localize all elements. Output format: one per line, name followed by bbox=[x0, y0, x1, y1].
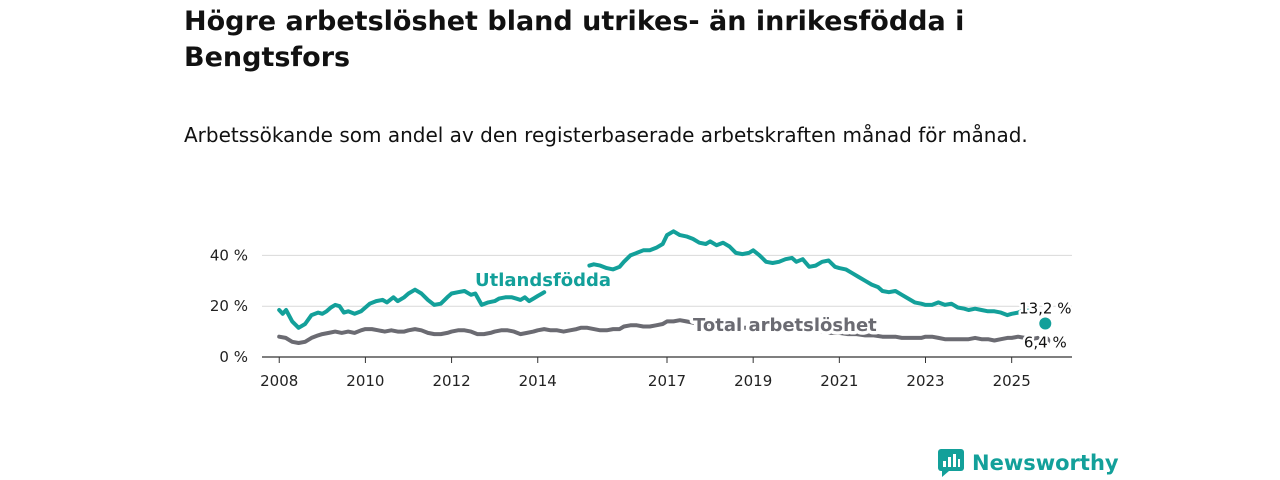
series-label-utlandsfodda: Utlandsfödda bbox=[475, 270, 611, 291]
x-tick-label: 2023 bbox=[906, 372, 944, 390]
x-tick-label: 2010 bbox=[346, 372, 384, 390]
y-tick-label: 20 % bbox=[210, 297, 248, 315]
series-line-total-arbetsloshet bbox=[277, 318, 1040, 345]
series-lines bbox=[277, 229, 1040, 345]
x-axis: 2008 2010 2012 2014 2017 2019 2021 2023 2025 bbox=[260, 357, 1031, 390]
x-tick-label: 2021 bbox=[820, 372, 858, 390]
x-tick-label: 2014 bbox=[519, 372, 557, 390]
x-tick-label: 2019 bbox=[734, 372, 772, 390]
newsworthy-logo[interactable]: Newsworthy bbox=[938, 448, 1119, 478]
series-label-total-arbetsloshet: Total arbetslöshet bbox=[693, 315, 877, 336]
x-tick-label: 2012 bbox=[432, 372, 470, 390]
x-tick-label: 2008 bbox=[260, 372, 298, 390]
end-point-utlandsfodda bbox=[1039, 317, 1052, 330]
chart-title: Högre arbetslöshet bland utrikes- än inr… bbox=[184, 6, 965, 73]
x-tick-label: 2025 bbox=[993, 372, 1031, 390]
series-line-utlandsfodda bbox=[277, 229, 1034, 330]
newsworthy-logo-icon bbox=[938, 449, 964, 477]
end-label-total: 6,4 % bbox=[1024, 334, 1067, 352]
end-point-total bbox=[1040, 335, 1051, 346]
y-tick-label: 40 % bbox=[210, 246, 248, 264]
end-label-utlandsfodda: 13,2 % bbox=[1019, 299, 1071, 317]
gridlines bbox=[262, 254, 1072, 358]
series-label-total-arbetsloshet-halo: Total arbetslöshet bbox=[693, 315, 877, 336]
x-tick-label: 2017 bbox=[648, 372, 686, 390]
end-label-total-halo: 6,4 % bbox=[1024, 334, 1067, 352]
end-label-utlandsfodda-halo: 13,2 % bbox=[1019, 299, 1071, 317]
y-axis: 0 % 20 % 40 % bbox=[210, 246, 248, 366]
newsworthy-logo-text: Newsworthy bbox=[972, 451, 1119, 475]
chart-subtitle: Arbetssökande som andel av den registerb… bbox=[184, 123, 1028, 147]
series-label-utlandsfodda-halo: Utlandsfödda bbox=[475, 270, 611, 291]
y-tick-label: 0 % bbox=[219, 348, 248, 366]
